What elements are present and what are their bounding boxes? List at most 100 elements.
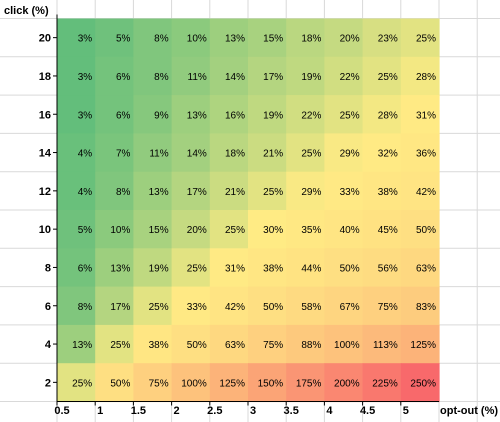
cell-value-label: 4% <box>78 187 93 198</box>
heatmap-cell <box>95 324 134 364</box>
x-tick-label: 0.5 <box>54 405 69 417</box>
cell-value-label: 4% <box>78 149 93 160</box>
heatmap-cell <box>95 286 134 326</box>
cell-value-label: 31% <box>416 110 436 121</box>
heatmap-cell <box>133 324 173 364</box>
cell-value-label: 14% <box>225 72 245 83</box>
heatmap-cell <box>95 171 134 211</box>
cell-value-label: 113% <box>373 340 398 351</box>
cell-value-label: 50% <box>110 378 130 389</box>
heatmap-cell <box>248 248 287 288</box>
heatmap-cell <box>171 363 211 403</box>
heatmap-cell <box>133 18 173 58</box>
cell-value-label: 125% <box>410 340 436 351</box>
heatmap-cell <box>362 56 402 96</box>
heatmap-cell <box>324 324 364 364</box>
heatmap-cell <box>248 286 287 326</box>
y-tick-label: 8 <box>45 262 51 274</box>
heatmap-cell <box>133 363 173 403</box>
heatmap-cell <box>286 363 325 403</box>
heatmap-cell <box>57 95 96 134</box>
heatmap-cell <box>209 210 249 249</box>
heatmap-cell <box>57 324 96 364</box>
cell-value-label: 75% <box>149 378 169 389</box>
heatmap-cell <box>133 286 173 326</box>
heatmap-cell <box>362 171 402 211</box>
cell-value-label: 50% <box>187 340 207 351</box>
cell-value-label: 13% <box>225 34 245 45</box>
heatmap-cell <box>209 286 249 326</box>
cell-value-label: 25% <box>110 340 130 351</box>
y-tick-label: 10 <box>39 224 51 236</box>
heatmap-cell <box>209 363 249 403</box>
cell-value-label: 75% <box>378 302 398 313</box>
heatmap-cell <box>95 248 134 288</box>
heatmap-cell <box>400 56 440 96</box>
heatmap-cell <box>400 210 440 249</box>
cell-value-label: 33% <box>187 302 207 313</box>
heatmap-cell <box>324 95 364 134</box>
cell-value-label: 200% <box>334 378 360 389</box>
cell-value-label: 8% <box>154 72 169 83</box>
heatmap-cell <box>400 133 440 173</box>
cell-value-label: 14% <box>187 149 207 160</box>
cell-value-label: 44% <box>301 263 321 274</box>
cell-value-label: 20% <box>340 34 360 45</box>
heatmap-cell <box>248 133 287 173</box>
heatmap-cell <box>286 133 325 173</box>
cell-value-label: 42% <box>416 187 436 198</box>
heatmap-cell <box>209 95 249 134</box>
cell-value-label: 56% <box>378 263 398 274</box>
cell-value-label: 28% <box>416 72 436 83</box>
x-tick-label: 3.5 <box>284 405 299 417</box>
cell-value-label: 8% <box>78 302 93 313</box>
heatmap-cell <box>362 324 402 364</box>
cell-value-label: 35% <box>301 225 321 236</box>
y-tick-label: 2 <box>45 377 51 389</box>
cell-value-label: 21% <box>225 187 245 198</box>
y-tick-label: 6 <box>45 301 51 313</box>
x-tick-label: 5 <box>403 405 409 417</box>
heatmap-cell <box>57 286 96 326</box>
cell-value-label: 17% <box>110 302 130 313</box>
heatmap-cell <box>286 210 325 249</box>
heatmap-cell <box>286 171 325 211</box>
heatmap-cell <box>171 286 211 326</box>
x-tick-label: 3 <box>250 405 256 417</box>
axes: 20 18 16 14 12 10 8 6 4 2 0.5 1 1.5 2 2.5 3 3.5 4 4.5 5 <box>39 14 439 417</box>
heatmap-cell <box>362 95 402 134</box>
cell-value-label: 6% <box>78 263 93 274</box>
cell-labels: 3% 5% 8% 10% 13% 15% 18% 20% 23% 25% 3% 6% 8% 11% 14% 1… <box>72 34 436 390</box>
heatmap-cell <box>57 56 96 96</box>
cell-value-label: 25% <box>149 302 169 313</box>
cell-value-label: 13% <box>149 187 169 198</box>
heatmap-cell <box>286 248 325 288</box>
cell-value-label: 13% <box>110 263 130 274</box>
heatmap-cell <box>209 171 249 211</box>
cell-value-label: 3% <box>78 110 93 121</box>
cell-value-label: 18% <box>225 149 245 160</box>
cell-value-label: 25% <box>187 263 207 274</box>
heatmap-cell <box>324 171 364 211</box>
heatmap-cells <box>57 18 440 403</box>
cell-value-label: 83% <box>416 302 436 313</box>
cell-value-label: 19% <box>149 263 169 274</box>
heatmap-cell <box>286 286 325 326</box>
x-tick-label: 1.5 <box>131 405 146 417</box>
y-axis-label: click (%) <box>4 5 49 17</box>
cell-value-label: 225% <box>372 378 398 389</box>
heatmap-cell <box>400 363 440 403</box>
heatmap-cell <box>362 210 402 249</box>
cell-value-label: 150% <box>258 378 284 389</box>
x-axis-label: opt-out (%) <box>440 405 498 417</box>
cell-value-label: 38% <box>378 187 398 198</box>
cell-value-label: 38% <box>263 263 283 274</box>
cell-value-label: 75% <box>263 340 283 351</box>
heatmap-cell <box>248 56 287 96</box>
cell-value-label: 16% <box>225 110 245 121</box>
heatmap-cell <box>400 18 440 58</box>
heatmap-cell <box>133 171 173 211</box>
heatmap-cell <box>324 248 364 288</box>
heatmap-cell <box>171 133 211 173</box>
heatmap-cell <box>57 363 96 403</box>
